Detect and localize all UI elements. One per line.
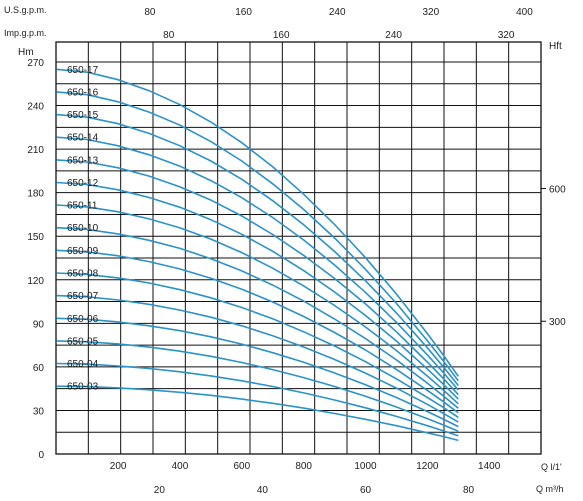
left-tick-label: 60 [33,363,45,374]
left-tick-label: 180 [27,189,44,200]
curve-650-05 [56,340,459,432]
m3h-axis-unit: Q m³/h [536,484,564,494]
left-tick-label: 150 [27,232,44,243]
imp-gpm-tick-label: 160 [273,30,290,41]
curve-650-06 [56,317,459,428]
us-gpm-tick-label: 400 [516,7,533,18]
curve-650-04 [56,362,459,437]
us-gpm-tick-label: 240 [329,7,346,18]
curve-650-03 [56,385,459,442]
curve-labels: 650-03 650-04 650-05 650-06 650-07 650-08 650-… [67,65,99,393]
plot-frame [55,41,542,455]
us-gpm-unit: U.S.g.p.m. [4,5,47,15]
curve-650-13 [56,159,459,396]
curve-650-09 [56,249,459,414]
left-axis-unit: Hm [18,47,34,58]
curve-label-650-09: 650-09 [67,246,99,257]
ls-tick-label: 400 [172,461,189,472]
left-tick-label: 90 [33,319,45,330]
m3h-tick-label: 60 [360,485,372,496]
ls-tick-label: 1200 [416,461,439,472]
curve-650-11 [56,204,459,405]
curve-650-14 [56,136,459,391]
curve-label-650-15: 650-15 [67,110,99,121]
m3h-tick-label: 40 [257,485,269,496]
curve-label-650-14: 650-14 [67,133,99,144]
ls-tick-label: 800 [295,461,312,472]
imp-gpm-tick-label: 80 [163,30,175,41]
curve-label-650-05: 650-05 [67,336,99,347]
left-tick-label: 0 [38,450,44,461]
curve-650-17 [56,68,459,377]
imp-gpm-unit: Imp.g.p.m. [4,28,47,38]
curve-650-12 [56,181,459,400]
left-tick-label: 270 [27,58,44,69]
curve-label-650-10: 650-10 [67,223,99,234]
curve-label-650-04: 650-04 [67,359,99,370]
axis-ticks: 0 30 60 90 120 150 180 210 240 270 300 600 200 400 600… [27,7,566,496]
curve-label-650-12: 650-12 [67,178,99,189]
imp-gpm-tick-label: 240 [385,30,402,41]
curve-label-650-08: 650-08 [67,268,99,279]
curve-650-10 [56,226,459,409]
curve-label-650-11: 650-11 [67,201,98,212]
m3h-tick-label: 80 [463,485,475,496]
left-tick-label: 240 [27,102,44,113]
right-tick-label: 600 [549,184,566,195]
curve-label-650-07: 650-07 [67,291,99,302]
us-gpm-tick-label: 160 [235,7,252,18]
left-tick-label: 120 [27,276,44,287]
curve-label-650-13: 650-13 [67,155,99,166]
ls-tick-label: 1000 [354,461,377,472]
curve-650-07 [56,294,459,423]
pump-curves [56,68,459,442]
us-gpm-tick-label: 320 [422,7,439,18]
us-gpm-tick-label: 80 [144,7,156,18]
m3h-tick-label: 20 [154,485,166,496]
curve-label-650-17: 650-17 [67,65,99,76]
curve-label-650-06: 650-06 [67,314,99,325]
curve-label-650-03: 650-03 [67,382,99,393]
curve-label-650-16: 650-16 [67,87,99,98]
ls-tick-label: 1400 [478,461,501,472]
curve-650-15 [56,113,459,387]
ls-tick-label: 600 [233,461,250,472]
right-axis-unit: Hft [549,41,562,52]
curve-650-16 [56,91,459,382]
curve-650-08 [56,272,459,419]
imp-gpm-tick-label: 320 [498,30,515,41]
ls-tick-label: 200 [110,461,127,472]
left-tick-label: 30 [33,406,45,417]
right-tick-label: 300 [549,317,566,328]
left-tick-label: 210 [27,145,44,156]
ls-axis-unit: Q l/1' [541,462,562,472]
